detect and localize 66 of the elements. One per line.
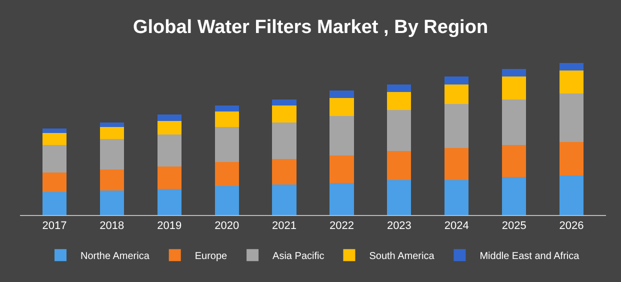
bar (42, 192, 67, 215)
bar (387, 110, 412, 152)
bar (100, 139, 124, 170)
bar (272, 122, 296, 159)
legend-label: Northe America (80, 251, 150, 262)
bar (444, 148, 469, 180)
bar (444, 76, 469, 84)
x-tick-label: 2021 (272, 220, 297, 232)
bar (559, 63, 584, 71)
bar (502, 69, 526, 77)
bar (559, 175, 584, 215)
bar (387, 151, 412, 180)
bar (157, 120, 182, 134)
legend-label: Europe (194, 251, 228, 262)
bar (214, 126, 239, 162)
bar (502, 145, 526, 177)
legend-label: Asia Pacific (272, 251, 324, 262)
bar (100, 126, 124, 139)
bar (559, 142, 584, 176)
bar (330, 156, 354, 184)
bar (444, 84, 469, 104)
bar (502, 177, 526, 215)
bar (100, 122, 124, 127)
bar (387, 180, 412, 215)
bar (272, 184, 296, 215)
x-tick-label: 2018 (100, 220, 124, 232)
bar (444, 180, 469, 215)
bar (330, 90, 354, 98)
bar (272, 99, 296, 106)
bar (100, 190, 124, 215)
bar (444, 104, 469, 148)
bar (157, 134, 182, 166)
bar (42, 172, 67, 192)
x-tick-label: 2017 (42, 220, 67, 232)
bar (214, 106, 239, 112)
bar (214, 162, 239, 186)
bar (100, 169, 124, 191)
bar (387, 92, 412, 110)
legend-label: South America (369, 251, 435, 262)
bar (330, 98, 354, 116)
bar (157, 189, 182, 215)
x-tick-label: 2022 (329, 220, 354, 232)
bar (559, 70, 584, 94)
x-tick-label: 2026 (559, 220, 584, 232)
bar (387, 84, 412, 92)
x-tick-label: 2020 (214, 220, 240, 232)
x-tick-label: 2023 (386, 220, 412, 232)
bar (272, 158, 296, 185)
bar (157, 114, 182, 121)
bar (157, 166, 182, 190)
bar (330, 116, 354, 156)
x-tick-label: 2024 (444, 220, 469, 232)
bar (330, 183, 354, 215)
x-tick-label: 2019 (157, 220, 182, 232)
bar (214, 186, 239, 215)
bar (502, 99, 526, 146)
legend-label: Middle East and Africa (480, 251, 580, 262)
bar (502, 76, 526, 100)
chart-title: Global Water Filters Market , By Region (132, 17, 488, 38)
x-tick-label: 2025 (502, 220, 526, 232)
bar (214, 112, 239, 127)
bar (559, 93, 584, 142)
bar (272, 106, 296, 122)
bar (42, 145, 67, 172)
bar (42, 132, 67, 146)
bar (42, 128, 67, 133)
